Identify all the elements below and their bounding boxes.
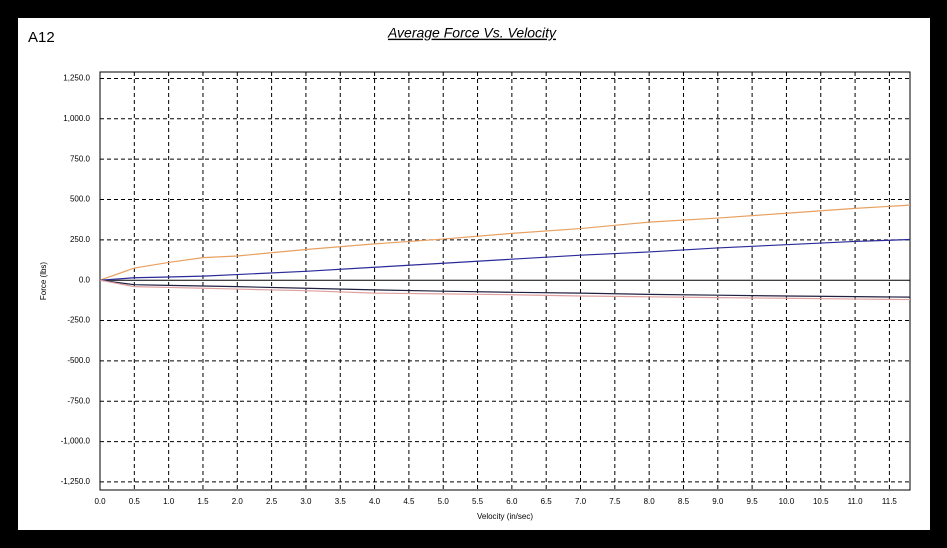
y-tick-label: -750.0 xyxy=(67,396,90,405)
y-tick-label: -500.0 xyxy=(67,356,90,365)
y-tick-label: 500.0 xyxy=(70,195,91,204)
series-line xyxy=(99,238,911,281)
x-tick-label: 2.0 xyxy=(232,497,244,506)
y-tick-label: 1,000.0 xyxy=(63,114,90,123)
panel-label: A12 xyxy=(28,29,55,46)
x-tick-label: 11.5 xyxy=(882,497,898,506)
series-line xyxy=(99,204,911,281)
x-tick-label: 6.5 xyxy=(541,497,553,506)
x-tick-label: 0.0 xyxy=(94,497,106,506)
plot-border xyxy=(99,71,911,491)
x-tick-label: 4.5 xyxy=(403,497,415,506)
x-tick-label: 9.0 xyxy=(712,497,724,506)
x-tick-label: 3.5 xyxy=(335,497,347,506)
y-tick-label: 0.0 xyxy=(79,275,91,284)
y-axis-label: Force (lbs) xyxy=(39,262,48,301)
x-tick-label: 7.0 xyxy=(575,497,587,506)
x-tick-label: 1.0 xyxy=(163,497,175,506)
x-tick-label: 8.5 xyxy=(678,497,690,506)
x-tick-label: 9.5 xyxy=(747,497,759,506)
x-tick-label: 0.5 xyxy=(129,497,141,506)
x-tick-label: 10.5 xyxy=(813,497,829,506)
x-axis-label: Velocity (in/sec) xyxy=(477,512,533,521)
x-tick-label: 1.5 xyxy=(197,497,209,506)
y-tick-label: -1,250.0 xyxy=(61,477,91,486)
y-tick-label: 250.0 xyxy=(70,235,91,244)
y-tick-label: -1,000.0 xyxy=(61,437,91,446)
x-tick-label: 4.0 xyxy=(369,497,381,506)
series-line xyxy=(99,279,911,298)
x-tick-label: 2.5 xyxy=(266,497,278,506)
x-tick-label: 10.0 xyxy=(779,497,795,506)
x-tick-label: 11.0 xyxy=(848,497,864,506)
x-tick-label: 5.5 xyxy=(472,497,484,506)
series-line xyxy=(99,279,911,301)
x-tick-label: 7.5 xyxy=(609,497,621,506)
x-tick-label: 8.0 xyxy=(644,497,656,506)
x-tick-label: 6.0 xyxy=(506,497,518,506)
y-tick-label: 1,250.0 xyxy=(63,74,90,83)
chart-title: Average Force Vs. Velocity xyxy=(387,25,557,41)
x-tick-label: 3.0 xyxy=(300,497,312,506)
panel xyxy=(18,18,930,530)
x-tick-label: 5.0 xyxy=(438,497,450,506)
y-tick-label: 750.0 xyxy=(70,154,91,163)
y-tick-label: -250.0 xyxy=(67,316,90,325)
